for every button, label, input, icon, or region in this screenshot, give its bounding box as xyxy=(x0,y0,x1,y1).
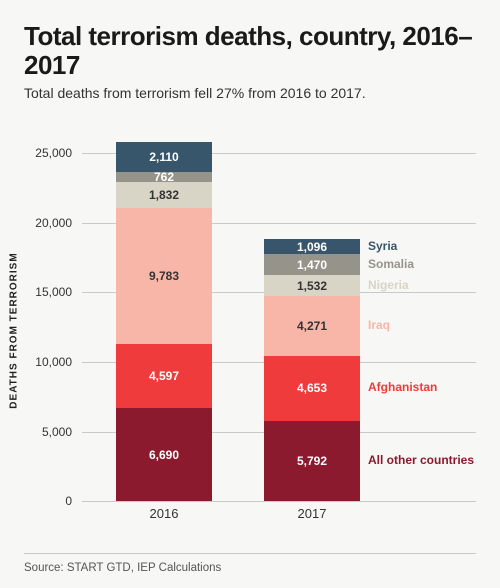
legend-afghanistan: Afghanistan xyxy=(368,380,437,394)
chart: DEATHS FROM TERRORISM 05,00010,00015,000… xyxy=(24,125,476,525)
segment-syria: 1,096 xyxy=(264,239,360,254)
source-text: Source: START GTD, IEP Calculations xyxy=(24,553,476,574)
segment-nigeria: 1,532 xyxy=(264,275,360,296)
segment-syria: 2,110 xyxy=(116,142,212,171)
segment-all-other-countries: 5,792 xyxy=(264,421,360,502)
segment-value: 4,597 xyxy=(149,369,179,383)
x-tick-label: 2016 xyxy=(150,506,179,521)
y-tick-label: 25,000 xyxy=(35,146,72,160)
y-tick-label: 5,000 xyxy=(42,425,72,439)
y-axis-label: DEATHS FROM TERRORISM xyxy=(9,253,20,409)
chart-subtitle: Total deaths from terrorism fell 27% fro… xyxy=(24,85,476,101)
segment-value: 5,792 xyxy=(297,454,327,468)
segment-nigeria: 1,832 xyxy=(116,182,212,208)
y-tick-label: 0 xyxy=(65,494,72,508)
segment-afghanistan: 4,597 xyxy=(116,344,212,408)
legend-nigeria: Nigeria xyxy=(368,278,409,292)
segment-somalia: 762 xyxy=(116,172,212,183)
legend-all-other-countries: All other countries xyxy=(368,453,474,467)
segment-value: 1,532 xyxy=(297,279,327,293)
plot-area: 05,00010,00015,00020,00025,0002,1107621,… xyxy=(82,125,476,501)
bar-2017: 1,096 1,470 1,532 4,271 4,653 5,792 xyxy=(264,239,360,501)
bar-2016: 2,110 762 1,832 9,783 4,597 6,690 xyxy=(116,142,212,501)
y-tick-label: 10,000 xyxy=(35,355,72,369)
segment-value: 4,271 xyxy=(297,319,327,333)
segment-somalia: 1,470 xyxy=(264,254,360,274)
segment-value: 762 xyxy=(154,170,174,184)
segment-value: 1,470 xyxy=(297,258,327,272)
y-tick-label: 20,000 xyxy=(35,216,72,230)
segment-value: 6,690 xyxy=(149,448,179,462)
segment-value: 4,653 xyxy=(297,381,327,395)
legend-iraq: Iraq xyxy=(368,318,390,332)
legend-syria: Syria xyxy=(368,239,397,253)
segment-value: 1,832 xyxy=(149,188,179,202)
x-tick-label: 2017 xyxy=(298,506,327,521)
segment-afghanistan: 4,653 xyxy=(264,356,360,421)
segment-value: 2,110 xyxy=(149,150,178,164)
y-tick-label: 15,000 xyxy=(35,285,72,299)
segment-all-other-countries: 6,690 xyxy=(116,408,212,501)
chart-title: Total terrorism deaths, country, 2016–20… xyxy=(24,22,476,79)
segment-value: 1,096 xyxy=(297,240,327,254)
segment-iraq: 9,783 xyxy=(116,208,212,344)
segment-value: 9,783 xyxy=(149,269,179,283)
grid-line xyxy=(82,501,476,502)
legend-somalia: Somalia xyxy=(368,257,414,271)
segment-iraq: 4,271 xyxy=(264,296,360,355)
